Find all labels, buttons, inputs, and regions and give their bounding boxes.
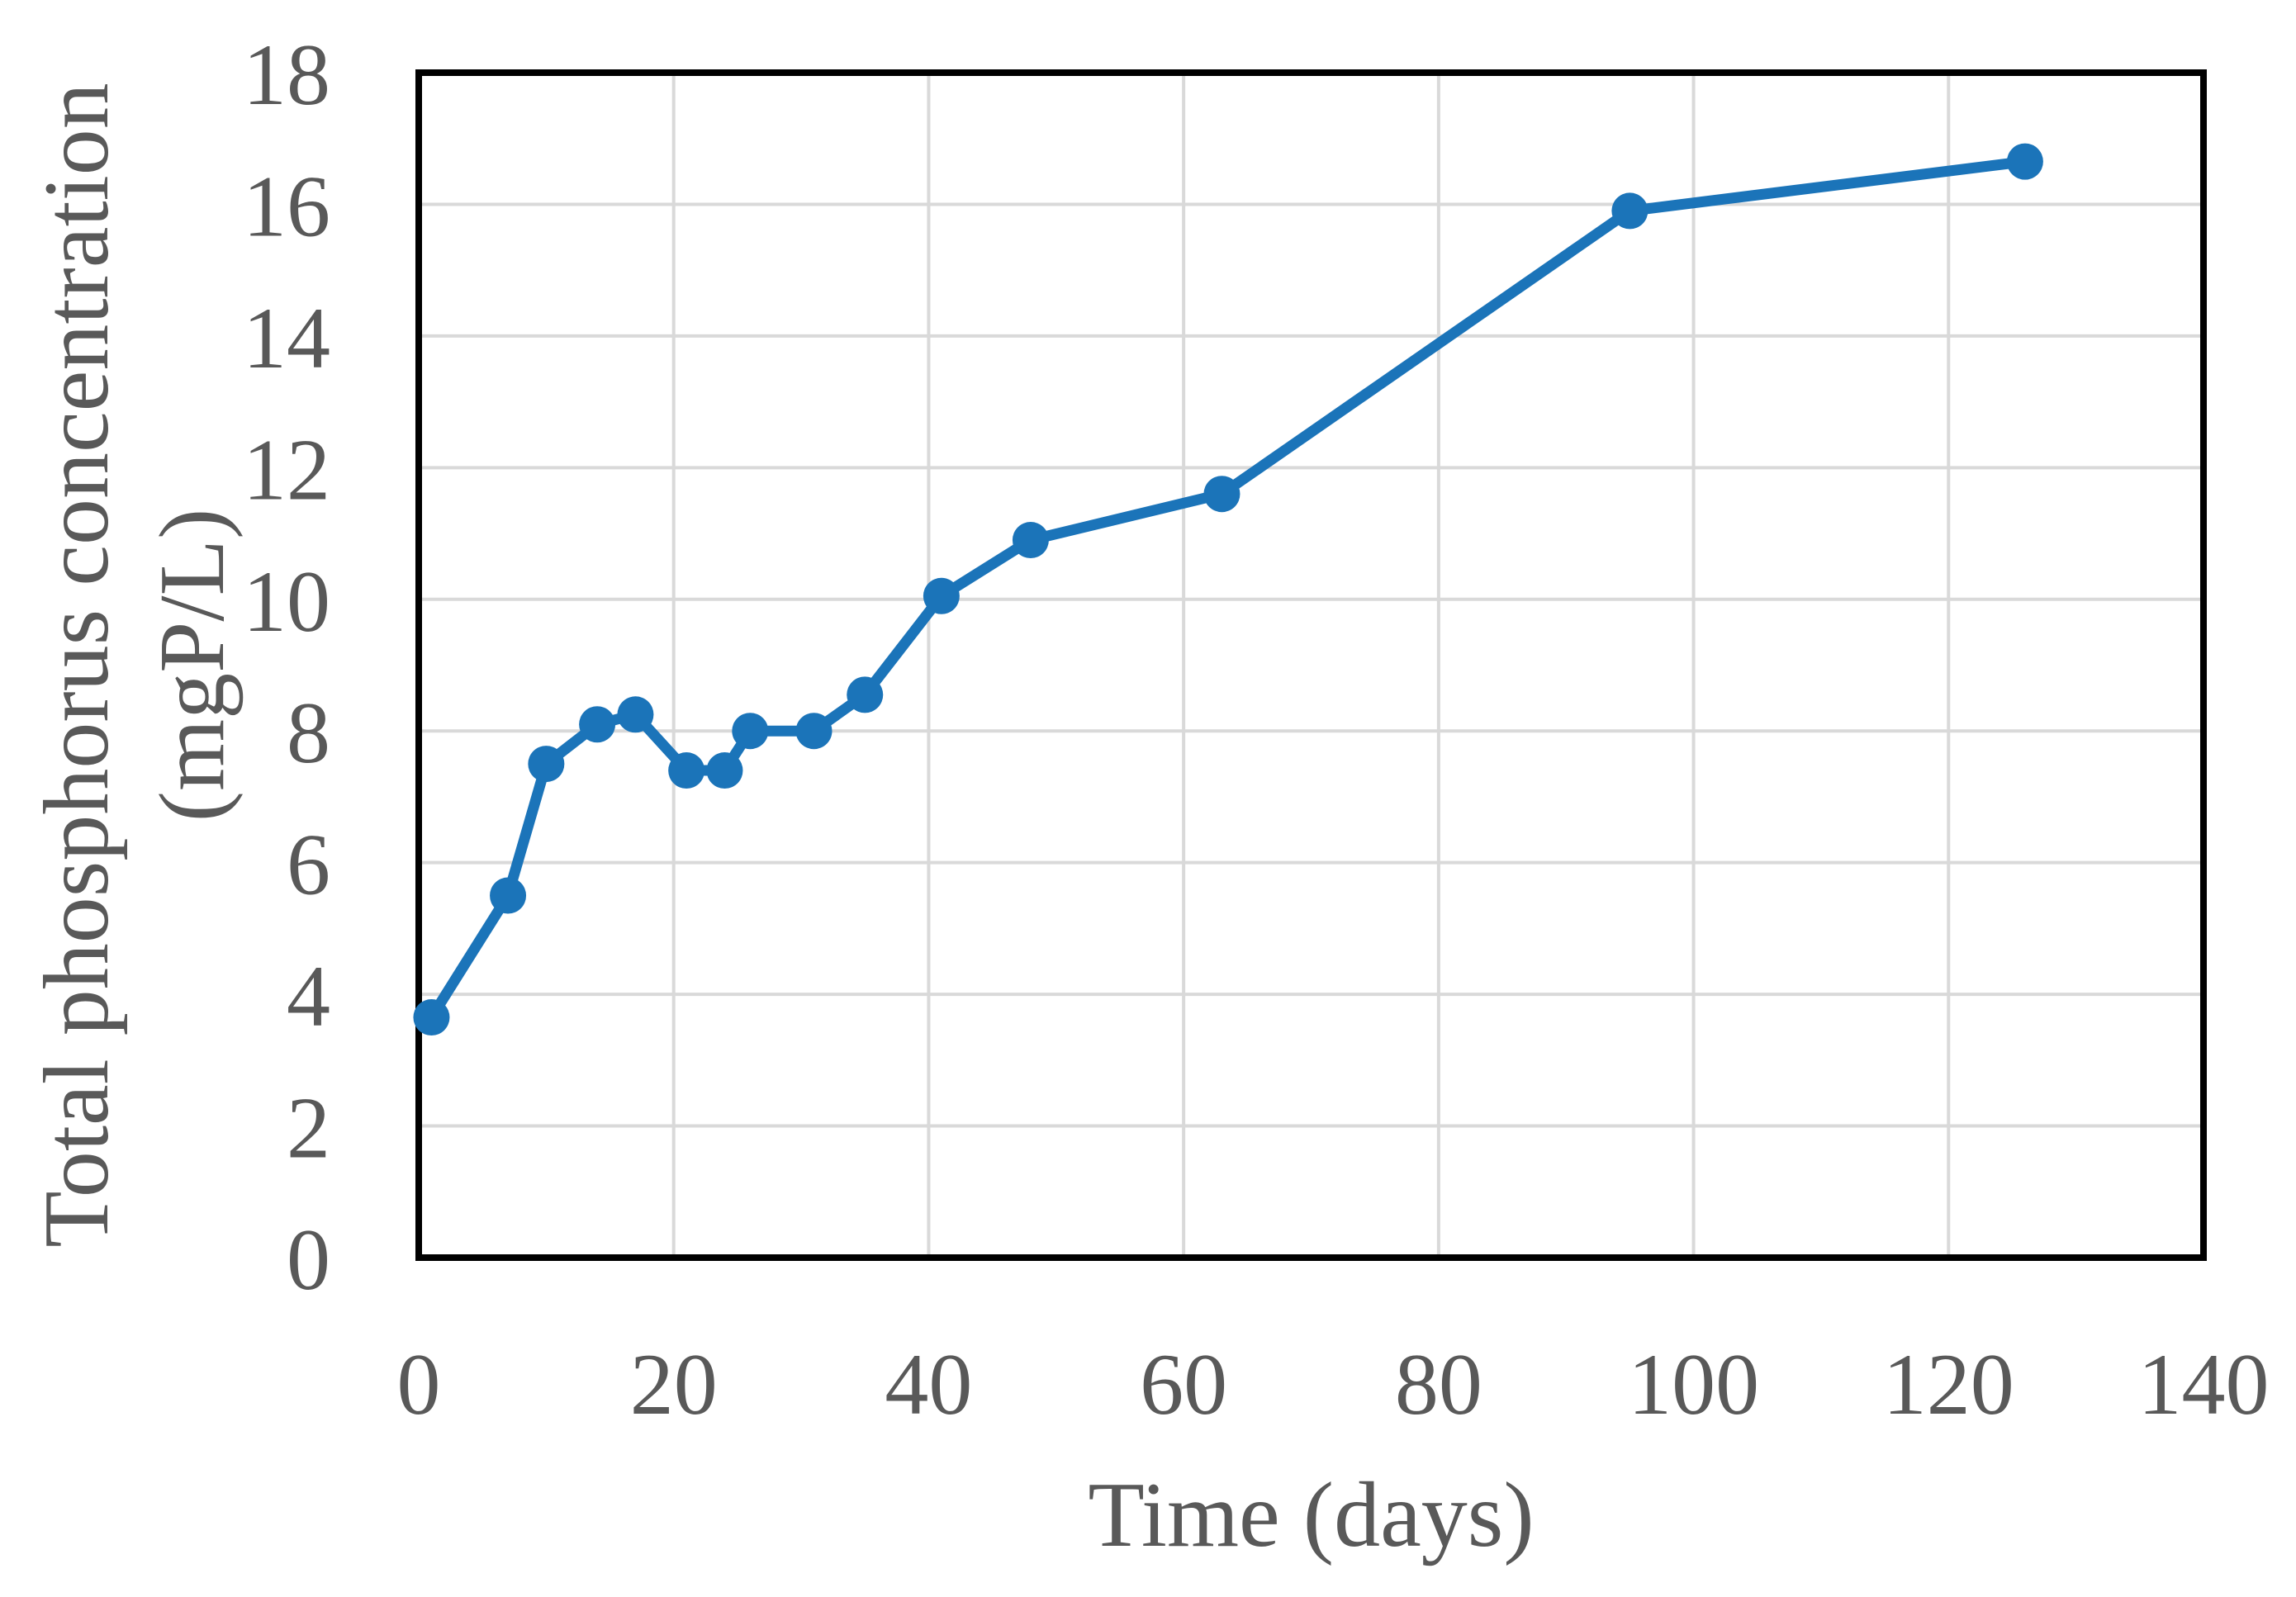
data-point-marker [413, 999, 450, 1036]
gridlines [419, 73, 2203, 1258]
x-axis-tick-labels: 0 20 40 60 80 100 120 140 [397, 1336, 2270, 1433]
x-tick-label: 0 [397, 1336, 441, 1433]
data-point-marker [579, 706, 616, 743]
data-point-marker [490, 877, 527, 914]
y-axis-title-line2: (mgP/L) [141, 509, 244, 822]
y-tick-label: 0 [287, 1211, 330, 1308]
y-axis-title: Total phosphorus concentration (mgP/L) [26, 83, 244, 1248]
y-tick-label: 10 [243, 553, 330, 650]
x-tick-label: 120 [1883, 1336, 2014, 1433]
x-tick-label: 80 [1395, 1336, 1482, 1433]
x-tick-label: 100 [1628, 1336, 1759, 1433]
data-point-marker [528, 746, 565, 783]
y-tick-label: 8 [287, 685, 330, 781]
y-tick-label: 2 [287, 1080, 330, 1177]
y-tick-label: 12 [243, 421, 330, 518]
x-axis-title: Time (days) [1088, 1464, 1534, 1566]
data-point-marker [1012, 522, 1049, 559]
y-axis-tick-labels: 0 2 4 6 8 10 12 14 16 18 [243, 26, 330, 1308]
data-point-marker [706, 752, 743, 789]
y-tick-label: 14 [243, 290, 330, 386]
data-point-marker [923, 577, 960, 614]
plot-border [415, 69, 2207, 1261]
data-point-marker [1611, 192, 1648, 230]
x-tick-label: 140 [2138, 1336, 2270, 1433]
data-point-marker [617, 696, 654, 733]
data-point-marker [2006, 143, 2043, 180]
data-series [413, 143, 2043, 1036]
x-tick-label: 60 [1140, 1336, 1227, 1433]
data-point-marker [795, 713, 833, 750]
y-axis-title-line1: Total phosphorus concentration [26, 83, 128, 1248]
x-tick-label: 40 [885, 1336, 972, 1433]
data-point-marker [668, 752, 705, 789]
y-tick-label: 6 [287, 817, 330, 913]
data-point-marker [847, 676, 884, 713]
data-point-marker [732, 713, 769, 750]
y-tick-label: 18 [243, 26, 330, 123]
data-point-marker [1203, 476, 1241, 513]
series-line [425, 156, 2031, 1023]
x-tick-label: 20 [630, 1336, 718, 1433]
y-tick-label: 4 [287, 948, 330, 1045]
y-tick-label: 16 [243, 158, 330, 254]
